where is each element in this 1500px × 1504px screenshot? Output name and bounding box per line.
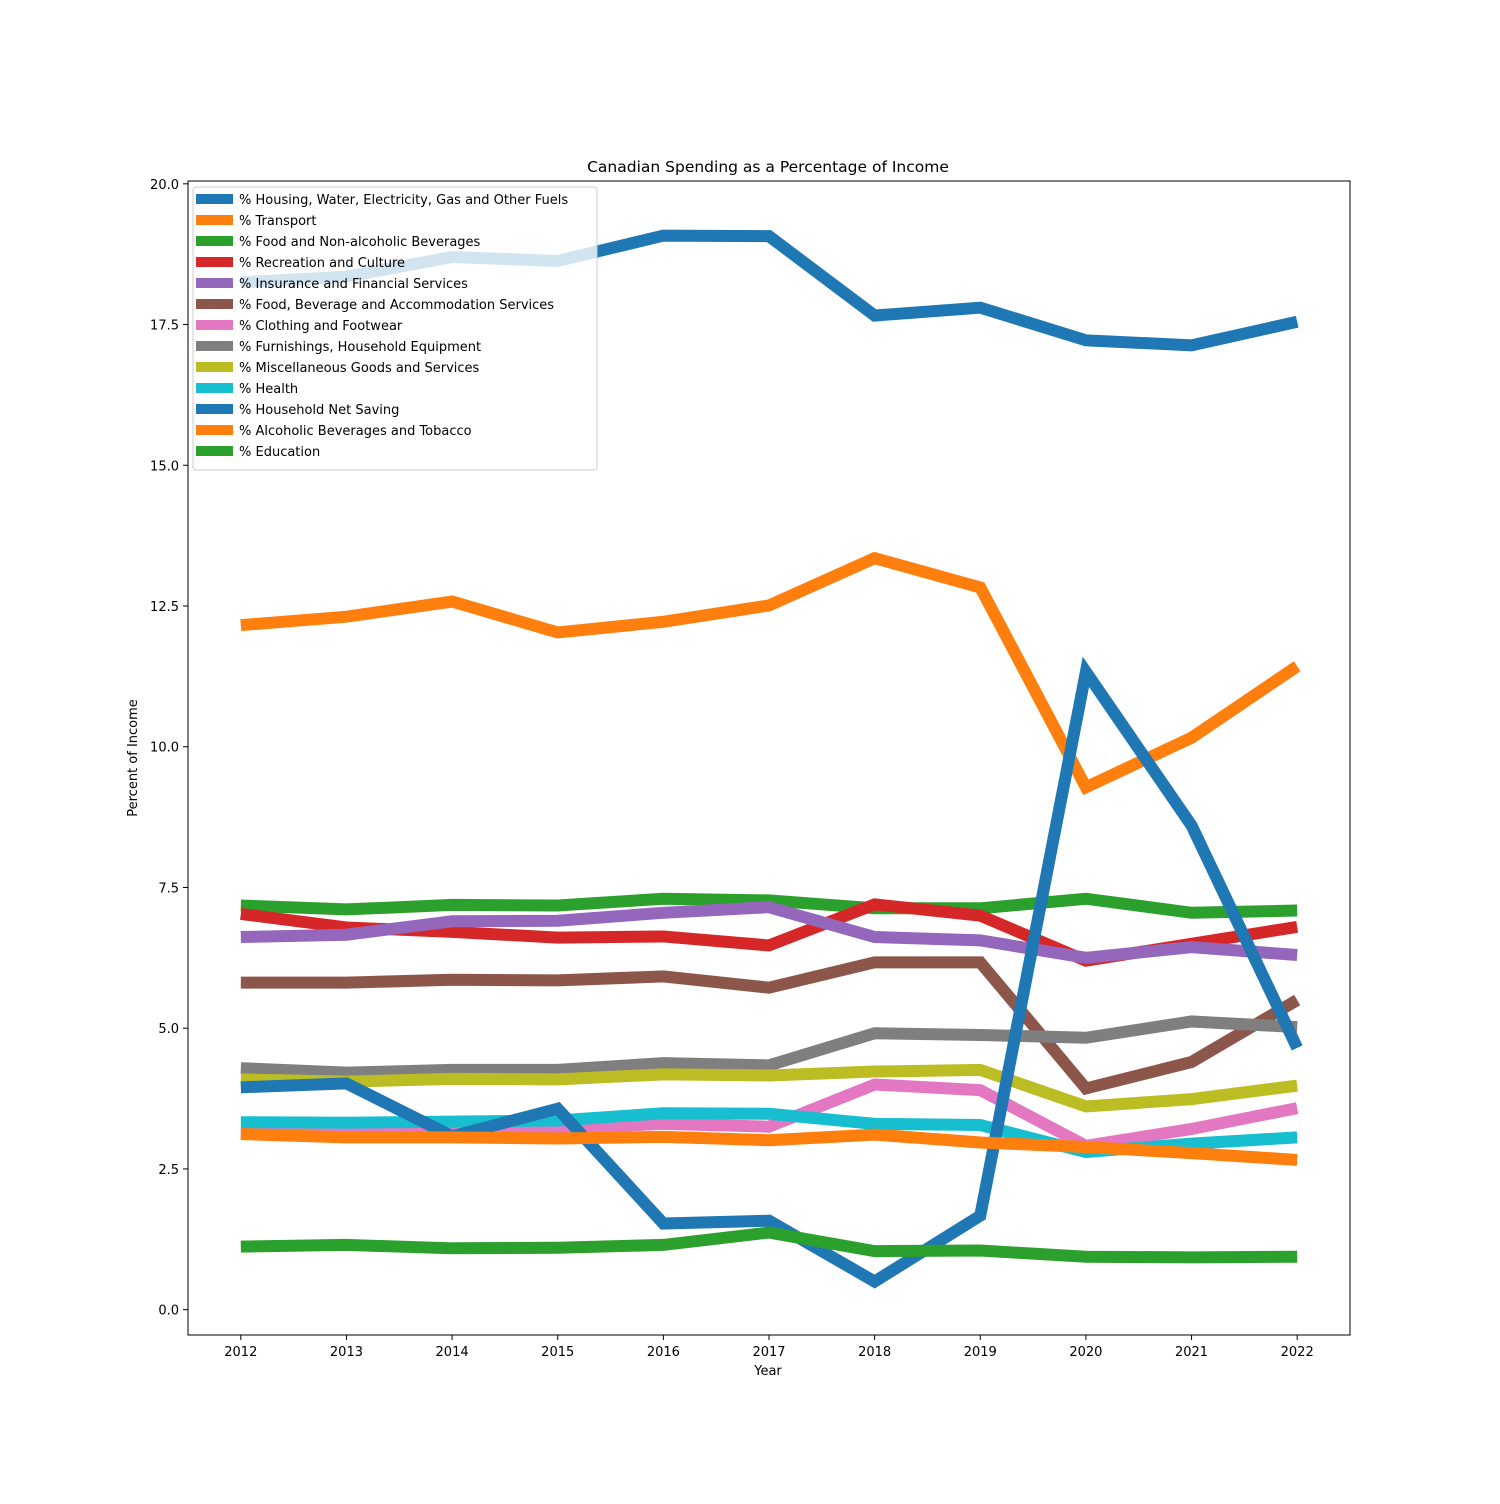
axes-layer: 2012 2013 2014 2015 2016 2017 2018 2019 2020 2021…: [150, 178, 1351, 1360]
x-tick-label: 2016: [647, 1345, 680, 1360]
y-tick-label: 17.5: [150, 319, 179, 334]
x-axis-label: Year: [753, 1364, 782, 1379]
legend-label-1: % Transport: [239, 214, 317, 229]
legend-label-11: % Alcoholic Beverages and Tobacco: [239, 424, 472, 439]
legend-label-8: % Miscellaneous Goods and Services: [239, 361, 480, 376]
x-tick-label: 2022: [1281, 1345, 1314, 1360]
series-line-8: [240, 1063, 1298, 1113]
series-line-2: [240, 892, 1298, 919]
series-line-10: [240, 656, 1303, 1289]
series-line-7: [240, 1015, 1298, 1079]
series-line-11: [240, 1128, 1298, 1166]
legend-label-3: % Recreation and Culture: [239, 256, 405, 271]
y-tick-label: 10.0: [150, 741, 179, 756]
y-tick-label: 2.5: [158, 1163, 179, 1178]
series-layer: [240, 229, 1303, 1289]
x-tick-label: 2014: [436, 1345, 469, 1360]
y-tick-label: 7.5: [158, 881, 179, 896]
x-tick-label: 2021: [1175, 1345, 1208, 1360]
x-tick-label: 2020: [1069, 1345, 1102, 1360]
x-tick-label: 2013: [330, 1345, 363, 1360]
x-tick-label: 2018: [858, 1345, 891, 1360]
x-tick-label: 2017: [752, 1345, 785, 1360]
y-tick-label: 15.0: [150, 459, 179, 474]
legend-label-5: % Food, Beverage and Accommodation Servi…: [239, 298, 554, 313]
series-line-1: [240, 551, 1301, 796]
y-axis-label: Percent of Income: [126, 699, 141, 817]
y-tick-label: 5.0: [158, 1022, 179, 1037]
series-line-4: [240, 901, 1298, 964]
series-line-5: [240, 956, 1301, 1096]
legend-label-10: % Household Net Saving: [239, 403, 399, 418]
legend-label-6: % Clothing and Footwear: [239, 319, 403, 334]
legend: % Housing, Water, Electricity, Gas and O…: [192, 186, 598, 471]
legend-label-7: % Furnishings, Household Equipment: [239, 340, 481, 355]
x-tick-label: 2015: [541, 1345, 574, 1360]
y-tick-label: 20.0: [150, 178, 179, 193]
series-line-12: [240, 1226, 1298, 1264]
chart-title: Canadian Spending as a Percentage of Inc…: [587, 158, 949, 176]
y-tick-label: 12.5: [150, 600, 179, 615]
legend-box: [192, 186, 598, 471]
legend-label-4: % Insurance and Financial Services: [239, 277, 468, 292]
legend-label-9: % Health: [239, 382, 298, 397]
legend-label-12: % Education: [239, 445, 320, 460]
x-tick-label: 2019: [964, 1345, 997, 1360]
y-tick-label: 0.0: [158, 1304, 179, 1319]
x-tick-label: 2012: [224, 1345, 257, 1360]
legend-label-2: % Food and Non-alcoholic Beverages: [239, 235, 481, 250]
legend-label-0: % Housing, Water, Electricity, Gas and O…: [239, 193, 568, 208]
